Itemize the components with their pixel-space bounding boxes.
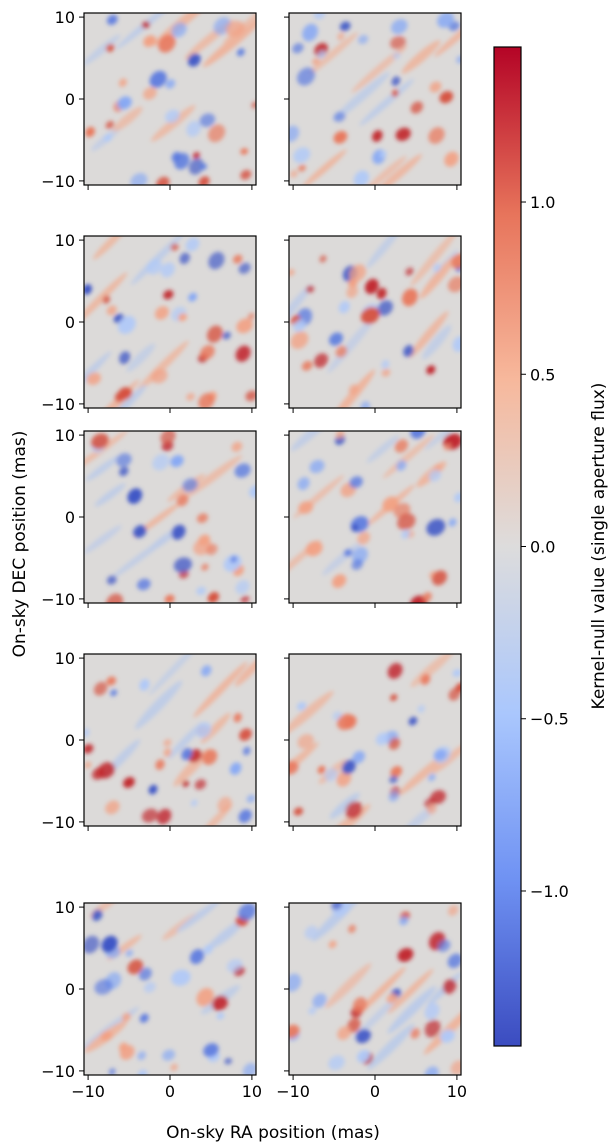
heatmap-panel-r1c1: −10 0 10	[41, 8, 257, 191]
y-tick-label: 0	[65, 313, 75, 332]
heatmap-panel-r5c2: −10 0 10	[276, 902, 467, 1101]
heatmap-field	[84, 903, 256, 1075]
y-tick-label: −10	[41, 395, 75, 414]
heatmap-panel-r4c2	[284, 653, 462, 831]
y-axis-label: On-sky DEC position (mas)	[10, 431, 30, 658]
heatmap-field	[84, 13, 256, 185]
colorbar-tick-label: −1.0	[530, 882, 569, 901]
panel-grid: −10 0 10 −10 0 10 −10 0 10 −10 0 10 −10 0 10 −10 0 10 −10 0…	[41, 8, 467, 1101]
y-tick-label: 0	[65, 980, 75, 999]
y-tick-label: 10	[55, 649, 75, 668]
y-tick-label: −10	[41, 172, 75, 191]
heatmap-panel-r4c1: −10 0 10	[41, 649, 257, 832]
heatmap-panel-r5c1: −10 0 10 −10 0 10	[41, 898, 262, 1101]
y-tick-label: 10	[55, 231, 75, 250]
heatmap-panel-r2c1: −10 0 10	[41, 231, 257, 414]
x-tick-label: 0	[165, 1082, 175, 1101]
colorbar: −1.0 −0.5 0.0 0.5 1.0	[493, 46, 569, 1047]
heatmap-field	[289, 13, 461, 185]
x-tick-label: 10	[242, 1082, 262, 1101]
colorbar-tick-label: 1.0	[530, 193, 555, 212]
heatmap-field	[84, 431, 256, 603]
x-tick-label: 10	[447, 1082, 467, 1101]
x-axis-label: On-sky RA position (mas)	[166, 1123, 380, 1142]
colorbar-label: Kernel-null value (single aperture flux)	[589, 383, 609, 710]
y-tick-label: −10	[41, 813, 75, 832]
y-tick-label: −10	[41, 1062, 75, 1081]
y-tick-label: −10	[41, 590, 75, 609]
heatmap-panel-r1c2	[284, 12, 462, 190]
colorbar-gradient	[494, 47, 521, 1046]
x-tick-label: −10	[71, 1082, 105, 1101]
heatmap-background	[84, 236, 256, 408]
heatmap-field	[84, 654, 256, 826]
heatmap-field	[289, 903, 461, 1075]
y-tick-label: 0	[65, 731, 75, 750]
colorbar-tick-label: 0.0	[530, 538, 555, 557]
heatmap-panel-r3c2	[284, 430, 462, 608]
heatmap-panel-r2c2	[284, 235, 462, 413]
x-tick-label: 0	[370, 1082, 380, 1101]
y-tick-label: 0	[65, 90, 75, 109]
x-tick-label: −10	[276, 1082, 310, 1101]
colorbar-tick-label: 0.5	[530, 365, 555, 384]
colorbar-tick-label: −0.5	[530, 710, 569, 729]
heatmap-panel-r3c1: −10 0 10	[41, 426, 257, 609]
y-tick-label: 10	[55, 898, 75, 917]
y-tick-label: 0	[65, 508, 75, 527]
heatmap-field	[289, 236, 461, 408]
y-tick-label: 10	[55, 8, 75, 27]
y-tick-label: 10	[55, 426, 75, 445]
heatmap-field	[289, 654, 461, 826]
heatmap-field	[84, 236, 256, 408]
